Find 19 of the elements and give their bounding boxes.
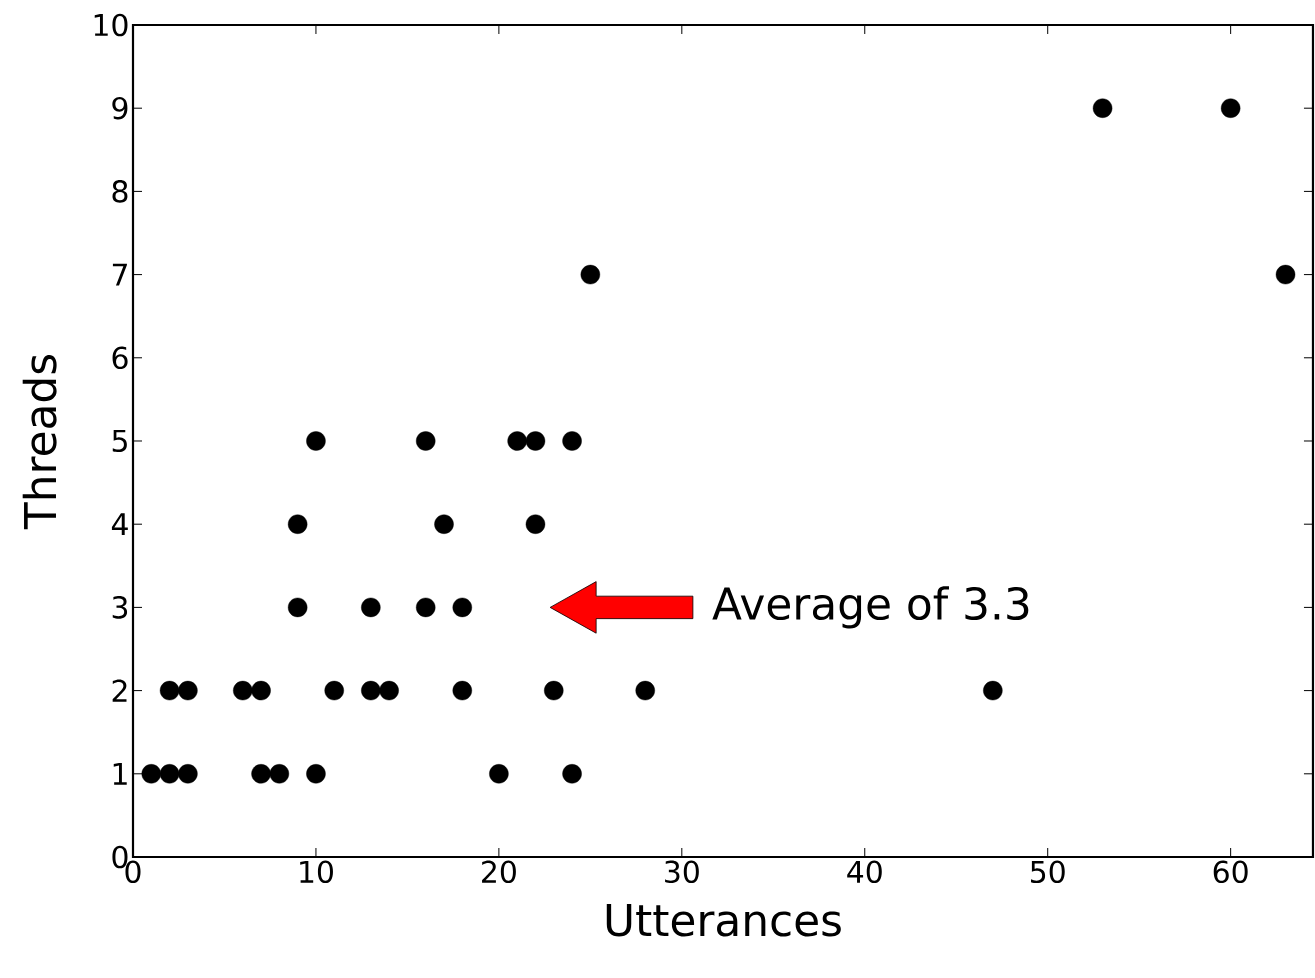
y-tick-label: 4 (111, 513, 128, 536)
x-tick-label: 20 (482, 860, 516, 884)
y-tick-label: 8 (112, 180, 128, 203)
x-tick-label: 40 (847, 860, 882, 884)
y-tick-label: 2 (112, 679, 127, 702)
y-tick-label: 7 (112, 263, 127, 286)
y-tick-label: 6 (112, 346, 128, 370)
annotation: Average of 3.3 (712, 586, 1029, 629)
y-tick-label: 5 (112, 429, 127, 453)
y-tick-label: 1 (113, 762, 127, 785)
x-tick-label: 60 (1213, 860, 1248, 884)
x-tick-label: 30 (665, 860, 699, 884)
x-tick-label: 10 (300, 860, 333, 884)
y-tick-label: 9 (112, 96, 128, 120)
y-axis-title: Threads (22, 355, 57, 530)
y-tick-label: 3 (112, 596, 128, 619)
x-axis-title: Utterances (606, 903, 841, 937)
y-tick-label: 10 (94, 13, 128, 37)
x-tick-label: 50 (1031, 860, 1065, 884)
